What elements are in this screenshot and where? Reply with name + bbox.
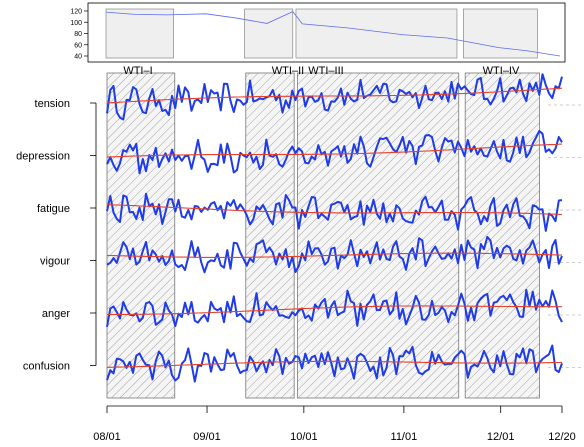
smoothed-series-vigour (106, 252, 562, 258)
x-tick-label: 12/01 (487, 431, 515, 443)
smoothed-series-fatigue (106, 204, 563, 216)
period-label-1: WTI–I (123, 65, 152, 77)
overview-shaded-periods (105, 8, 538, 59)
y-tick-label-confusion: confusion (23, 361, 70, 373)
smoothed-series-depression (106, 143, 563, 158)
main-period-4 (464, 72, 540, 399)
x-tick-label: 08/01 (93, 431, 121, 443)
main-period-3 (296, 72, 460, 399)
main-period-1 (106, 72, 176, 399)
raw-series-vigour (106, 235, 563, 274)
main-period-2 (245, 72, 295, 399)
x-axis: 08/01 09/01 10/01 11/01 12/01 12/20 (93, 405, 576, 443)
y-tick-label-vigour: vigour (40, 256, 70, 268)
y-tick-label-depression: depression (16, 151, 70, 163)
raw-series-depression (106, 130, 563, 175)
overview-panel: 40 60 80 100 120 (70, 2, 566, 63)
overview-y-tick-label: 100 (70, 20, 82, 27)
reference-lines (548, 104, 584, 368)
period-label-3: WTI–III (308, 65, 343, 77)
x-tick-label: 12/20 (548, 431, 576, 443)
smoothed-series-tension (106, 87, 563, 104)
x-tick-label: 09/01 (193, 431, 221, 443)
period-label-4: WTI–IV (483, 65, 520, 77)
main-shaded-periods (106, 72, 540, 399)
overview-period-3 (295, 8, 458, 59)
overview-period-4 (463, 8, 538, 59)
raw-series-fatigue (106, 192, 563, 232)
y-tick-label-anger: anger (42, 308, 70, 320)
y-axis: tension depression fatigue vigour anger confu… (16, 98, 97, 373)
y-tick-label-tension: tension (35, 98, 70, 110)
overview-period-2 (244, 8, 294, 59)
main-panel: WTI–I WTI–II WTI–III WTI–IV tension depre… (16, 65, 584, 443)
overview-series-line (105, 11, 561, 57)
raw-series-anger (106, 288, 563, 327)
x-tick-label: 10/01 (290, 431, 318, 443)
y-tick-label-fatigue: fatigue (37, 203, 70, 215)
mood-rows (106, 73, 563, 383)
smoothed-series-confusion (107, 360, 563, 368)
raw-series-tension (106, 73, 563, 121)
overview-y-tick-label: 40 (74, 54, 82, 61)
raw-series-confusion (106, 344, 563, 383)
overview-period-1 (105, 8, 174, 59)
smoothed-series-anger (107, 305, 562, 316)
overview-y-tick-label: 80 (74, 31, 82, 38)
overview-y-tick-label: 60 (74, 42, 82, 49)
period-labels: WTI–I WTI–II WTI–III WTI–IV (123, 65, 520, 77)
overview-y-axis: 40 60 80 100 120 (70, 9, 88, 61)
x-tick-label: 11/01 (391, 431, 418, 443)
period-label-2: WTI–II (272, 65, 304, 77)
overview-y-tick-label: 120 (70, 9, 82, 16)
